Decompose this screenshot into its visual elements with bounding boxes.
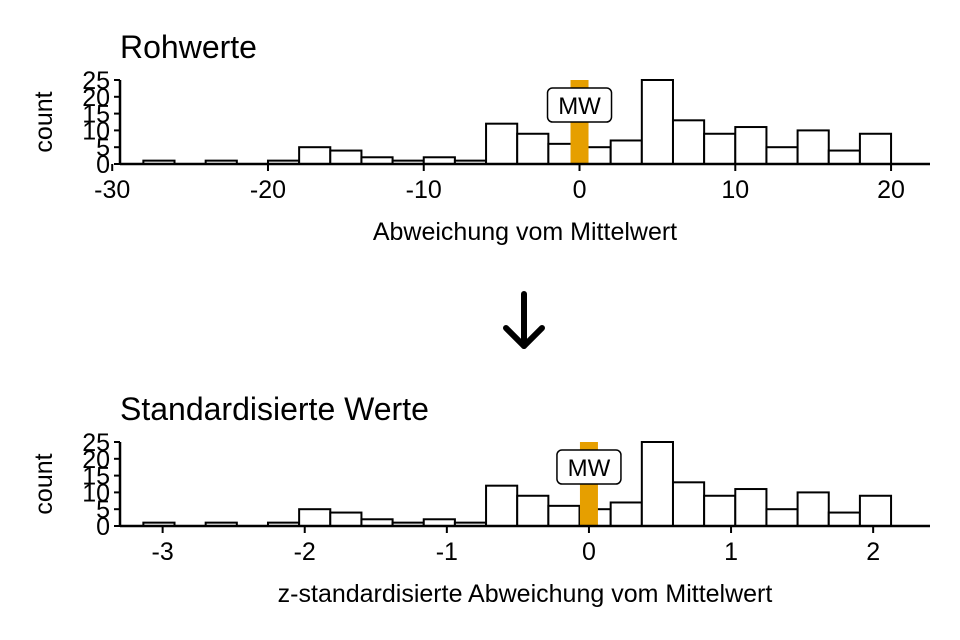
histogram-bar [796, 129, 830, 165]
y-tick-label: 0 [96, 151, 110, 179]
histogram-bar [734, 488, 768, 528]
histogram-bar [858, 132, 893, 165]
panel-title: Rohwerte [120, 29, 257, 65]
panel-title: Standardisierte Werte [120, 391, 429, 427]
y-tick-label: 5 [96, 496, 110, 524]
y-axis-title: count [30, 453, 58, 514]
histogram-bar [765, 508, 799, 528]
histogram-bar [485, 122, 519, 165]
histogram-bar [827, 149, 861, 165]
y-tick-label: 25 [82, 67, 110, 95]
y-axis-title: count [30, 91, 58, 152]
histogram-bar [640, 441, 674, 527]
x-tick-label: 0 [573, 176, 587, 204]
histogram-bar [858, 494, 893, 528]
mean-label-box [546, 87, 613, 123]
down-arrow-icon [500, 280, 548, 360]
x-tick-label: 2 [866, 538, 880, 566]
x-tick-label: 1 [724, 538, 738, 566]
x-tick-label: 20 [877, 176, 905, 204]
x-axis-title: z-standardisierte Abweichung vom Mittelw… [278, 580, 773, 608]
x-tick-label: -30 [94, 176, 130, 204]
histogram-bar [671, 119, 706, 165]
histogram-bar [765, 146, 799, 165]
histogram-bar [703, 132, 737, 165]
y-tick-label: 20 [82, 84, 110, 112]
x-tick-label: -10 [406, 176, 442, 204]
histogram-bar [298, 508, 332, 528]
histogram-bar [703, 494, 737, 528]
y-tick-label: 15 [82, 101, 110, 129]
mean-label-group: MW [556, 449, 622, 485]
histogram-bar [298, 146, 332, 165]
histogram-bar [329, 149, 363, 165]
mean-label: MW [568, 455, 611, 482]
mean-label-box [556, 449, 622, 485]
x-tick-label: -3 [152, 538, 174, 566]
histogram-bar [671, 481, 706, 528]
histogram-bar [609, 501, 643, 528]
y-tick-label: 15 [82, 463, 110, 491]
y-tick-label: 10 [82, 117, 110, 145]
histogram-bar [734, 126, 768, 165]
y-tick-label: 0 [96, 513, 110, 541]
x-tick-label: 10 [721, 176, 749, 204]
histogram-bar [329, 511, 363, 527]
y-tick-label: 20 [82, 446, 110, 474]
y-tick-label: 25 [82, 429, 110, 457]
mean-label-group: MW [546, 87, 613, 123]
histogram-bar [796, 491, 830, 527]
y-tick-label: 5 [96, 134, 110, 162]
histogram-bar [547, 504, 581, 527]
histogram-bar [827, 511, 861, 527]
x-tick-label: -2 [294, 538, 316, 566]
y-tick-label: 10 [82, 479, 110, 507]
histogram-bar [516, 494, 550, 528]
mean-label: MW [558, 93, 601, 120]
x-tick-label: 0 [582, 538, 596, 566]
x-tick-label: -20 [250, 176, 286, 204]
histogram-bar [485, 484, 519, 527]
x-axis-title: Abweichung vom Mittelwert [373, 218, 677, 246]
histogram-bar [516, 132, 550, 165]
histogram-bar [640, 79, 674, 165]
histogram-bar [609, 139, 643, 165]
x-tick-label: -1 [436, 538, 458, 566]
